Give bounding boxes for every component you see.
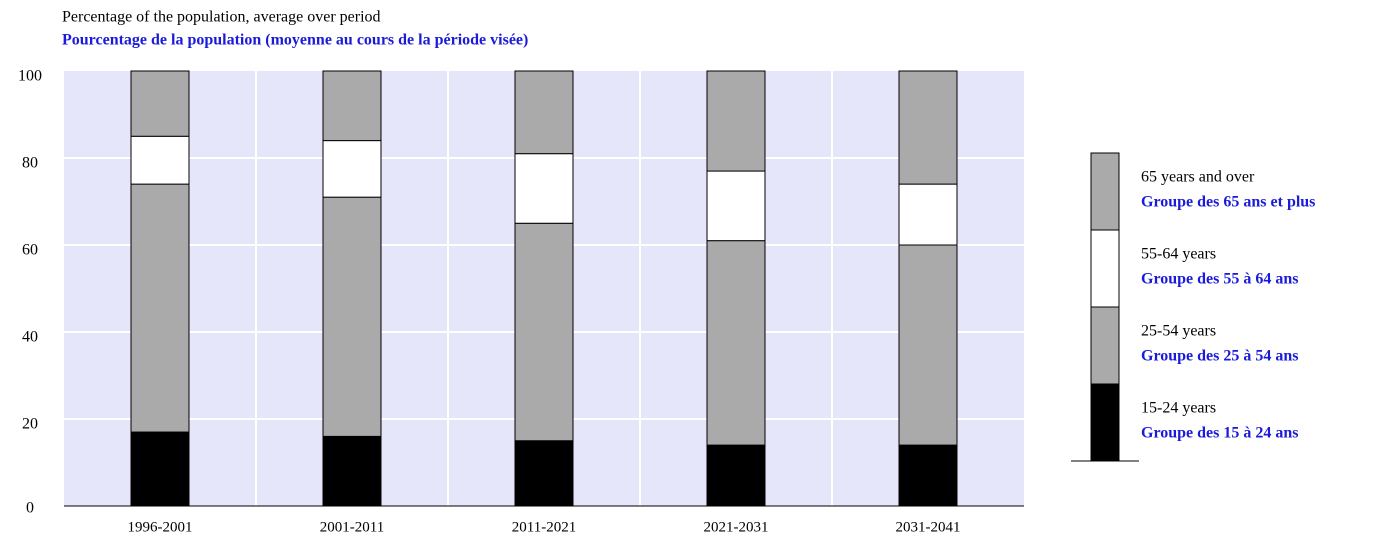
bar-segment <box>898 183 958 246</box>
bar-segment <box>322 140 382 198</box>
legend-label-fr: Groupe des 55 à 64 ans <box>1141 271 1299 288</box>
bar-segment <box>514 440 574 507</box>
x-tick-label: 2021-2031 <box>704 519 769 535</box>
x-tick-label: 2011-2021 <box>512 519 576 535</box>
legend-label: 65 years and over <box>1141 169 1255 186</box>
y-tick-label: 0 <box>26 500 34 517</box>
legend-swatch <box>1090 383 1120 462</box>
bar-segment <box>898 244 958 446</box>
bar-segment <box>706 70 766 172</box>
y-tick-label: 40 <box>22 329 38 346</box>
y-tick-label: 20 <box>22 416 38 433</box>
legend-label: 55-64 years <box>1141 246 1216 263</box>
bar-segment <box>514 222 574 442</box>
legend-label: 15-24 years <box>1141 400 1216 417</box>
bar-segment <box>898 70 958 185</box>
bar-segment <box>130 431 190 507</box>
bar-segment <box>706 170 766 242</box>
bar-segment <box>898 444 958 507</box>
x-tick-label: 1996-2001 <box>128 519 193 535</box>
x-tick-label: 2031-2041 <box>896 519 961 535</box>
bar-segment <box>514 153 574 224</box>
bar-segment <box>322 70 382 142</box>
bar-segment <box>130 183 190 433</box>
bar-segment <box>130 70 190 137</box>
bar-segment <box>322 435 382 507</box>
legend-label-fr: Groupe des 25 à 54 ans <box>1141 348 1299 365</box>
legend-swatch <box>1090 152 1120 231</box>
bar-segment <box>322 196 382 437</box>
bar-segment <box>514 70 574 155</box>
legend-label-fr: Groupe des 65 ans et plus <box>1141 194 1315 211</box>
y-tick-label: 60 <box>22 242 38 259</box>
chart-subtitle: Pourcentage de la population (moyenne au… <box>62 32 528 49</box>
bar-segment <box>130 135 190 185</box>
legend-swatch <box>1090 306 1120 385</box>
y-tick-label: 100 <box>18 68 42 85</box>
legend-swatch <box>1090 229 1120 308</box>
y-tick-label: 80 <box>22 155 38 172</box>
bar-segment <box>706 240 766 446</box>
x-tick-label: 2001-2011 <box>320 519 384 535</box>
legend-label-fr: Groupe des 15 à 24 ans <box>1141 425 1299 442</box>
bar-segment <box>706 444 766 507</box>
legend-label: 25-54 years <box>1141 323 1216 340</box>
chart-title: Percentage of the population, average ov… <box>62 9 381 26</box>
